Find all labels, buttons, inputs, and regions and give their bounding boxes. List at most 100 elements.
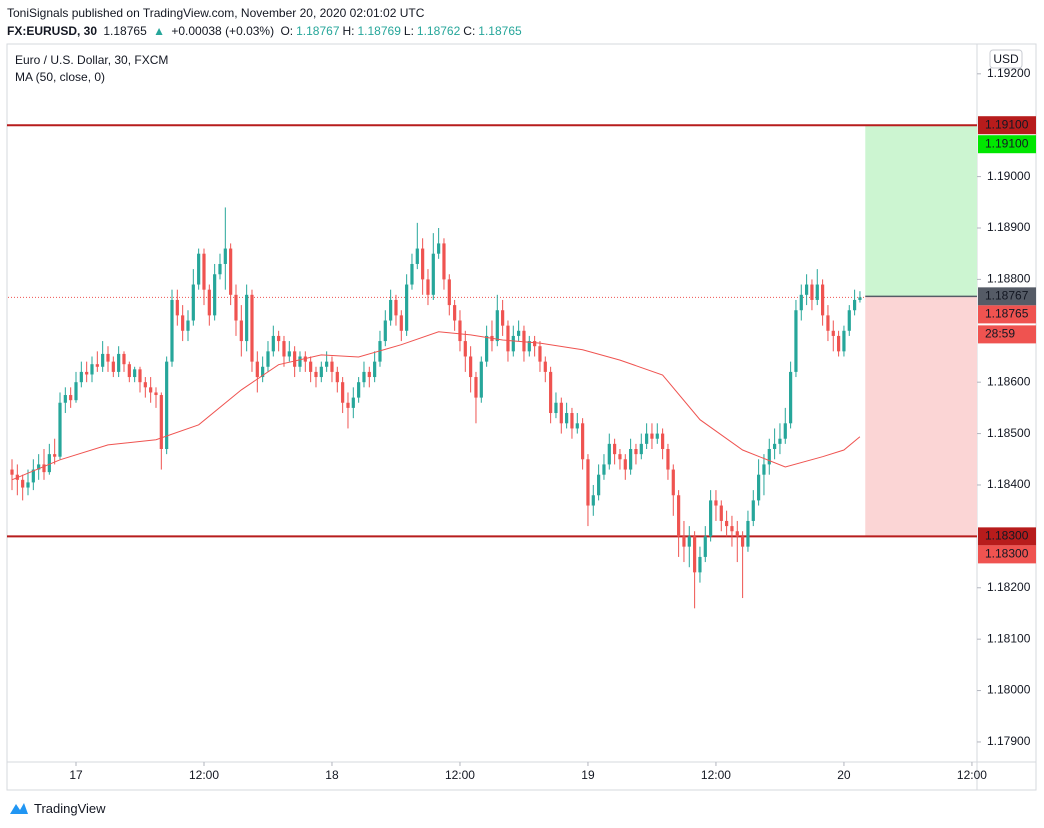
candle-body (95, 364, 99, 367)
ohlc-value: 1.18769 (357, 24, 401, 38)
candle-body (143, 382, 147, 388)
candle-body (730, 526, 734, 532)
candle-body (298, 356, 302, 367)
candle-body (415, 248, 419, 264)
candle-body (373, 361, 377, 378)
last-price-label: 1.18765 (985, 307, 1029, 321)
candle-body (703, 536, 707, 557)
candle-body (213, 274, 217, 316)
currency[interactable]: USD (993, 52, 1019, 66)
candle-body (842, 330, 846, 352)
candle-body (570, 413, 574, 429)
candle-body (677, 495, 681, 537)
x-tick-label: 12:00 (445, 768, 475, 782)
logo-icon (10, 803, 28, 814)
x-tick-label: 17 (69, 768, 83, 782)
countdown-label: 28:59 (985, 327, 1015, 341)
x-tick-label: 12:00 (189, 768, 219, 782)
candle-body (709, 500, 713, 537)
y-tick-label: 1.17900 (987, 734, 1031, 748)
candle-body (367, 371, 371, 378)
candle-body (362, 371, 366, 383)
candle-body (351, 397, 355, 408)
candle-body (479, 361, 483, 398)
candle-body (741, 536, 745, 547)
candle-body (410, 263, 414, 285)
brand: TradingView (34, 800, 106, 816)
candle-body (762, 464, 766, 475)
candle-body (207, 289, 211, 316)
candle-body (117, 353, 121, 372)
candle-body (458, 320, 462, 342)
stop-label: 1.18300 (985, 547, 1029, 561)
entry-label: 1.18767 (985, 289, 1029, 303)
candle-body (250, 294, 254, 362)
candle-body (218, 263, 222, 275)
candle-body (773, 443, 777, 449)
candle-body (815, 284, 819, 300)
candle-body (858, 297, 862, 300)
candle-body (666, 448, 670, 470)
candle-body (783, 423, 787, 439)
target-box (978, 135, 1036, 154)
ohlc: O: 1.18767 H: 1.18769 L: 1.18762 C: 1.18765 (280, 24, 524, 38)
ohlc-label: H: (342, 24, 355, 38)
y-tick-label: 1.18100 (987, 631, 1031, 645)
candle-body (389, 299, 393, 321)
candle-body (314, 371, 318, 378)
level-box (978, 527, 1036, 546)
change: +0.00038 (+0.03%) (171, 24, 275, 38)
candle-body (335, 371, 339, 383)
candle-body (154, 392, 158, 396)
candle-body (506, 325, 510, 352)
candle-body (463, 341, 467, 357)
level-label: 1.19100 (985, 117, 1029, 131)
candle-body (293, 351, 297, 367)
candle-body (778, 438, 782, 444)
candle-body (69, 395, 73, 401)
candle-body (714, 500, 718, 506)
candle-body (239, 320, 243, 342)
candle-body (805, 284, 809, 295)
candle-body (106, 353, 110, 362)
candle-body (282, 341, 286, 357)
candle-body (767, 448, 771, 465)
candle-body (42, 464, 46, 473)
candle-body (655, 433, 659, 439)
candle-body (485, 335, 489, 362)
candle-body (719, 505, 723, 521)
candle-body (469, 356, 473, 378)
candle-body (346, 402, 350, 408)
candle-body (31, 469, 35, 483)
candle-body (453, 305, 457, 321)
candle-body (853, 299, 857, 311)
y-tick-label: 1.18500 (987, 426, 1031, 440)
ohlc-label: L: (403, 24, 414, 38)
y-tick-label: 1.19200 (987, 66, 1031, 80)
symbol-row: FX:EURUSD, 30 1.18765 ▲ +0.00038 (+0.03%… (7, 22, 528, 40)
stop-box (978, 545, 1036, 564)
y-tick-label: 1.18200 (987, 580, 1031, 594)
entry-box (978, 287, 1036, 306)
x-tick-label: 20 (837, 768, 851, 782)
candle-body (197, 253, 201, 285)
candle-body (831, 330, 835, 336)
candle-body (229, 248, 233, 295)
candle-body (789, 371, 793, 424)
candle-body (650, 433, 654, 439)
currency-box[interactable] (989, 49, 1023, 69)
candle-body (442, 243, 446, 280)
level-label: 1.18300 (985, 529, 1029, 543)
candle-body (799, 294, 803, 311)
candle-body (277, 335, 281, 342)
candle-body (671, 469, 675, 496)
candle-body (53, 454, 57, 457)
candle-body (629, 448, 633, 470)
candle-body (175, 299, 179, 316)
x-tick-label: 18 (325, 768, 339, 782)
candle-body (602, 464, 606, 475)
candle-body (191, 284, 195, 321)
y-tick-label: 1.18600 (987, 374, 1031, 388)
